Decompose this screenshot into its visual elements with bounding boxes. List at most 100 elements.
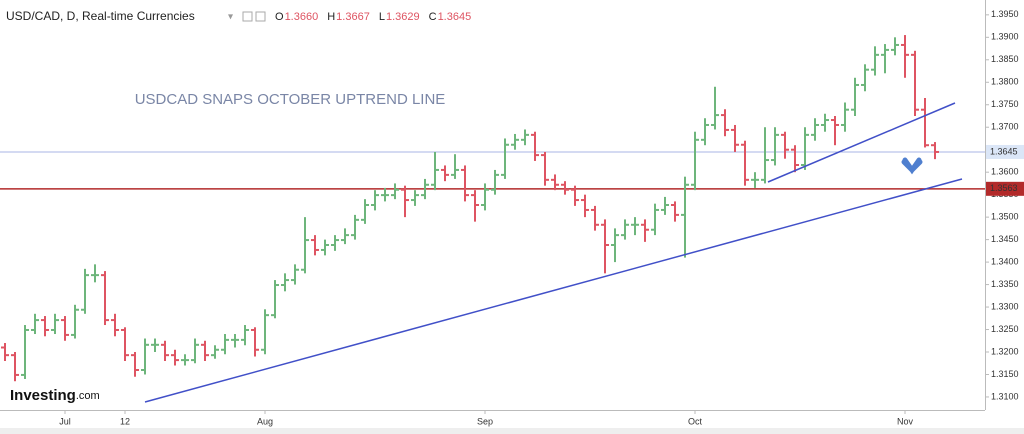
ohlc-bar [391, 183, 399, 200]
y-tick-label: 1.3850 [991, 54, 1019, 64]
ohlc-bar [731, 124, 739, 152]
ohlc-bar [321, 239, 329, 256]
price-label: 1.3645 [990, 146, 1018, 156]
ohlc-bar [251, 327, 259, 357]
ohlc-bar [701, 118, 709, 146]
ohlc-bar [681, 176, 689, 258]
ohlc-bar [891, 37, 899, 56]
y-tick-label: 1.3600 [991, 167, 1019, 177]
ohlc-bar [381, 187, 389, 202]
ohlc-bar [31, 313, 39, 335]
y-tick-label: 1.3400 [991, 256, 1019, 266]
ohlc-bar [741, 140, 749, 186]
ohlc-bar [171, 349, 179, 366]
ohlc-bar [91, 264, 99, 283]
ohlc-bar [341, 228, 349, 245]
trendline [767, 102, 956, 183]
y-tick-label: 1.3100 [991, 391, 1019, 401]
icon[interactable] [255, 11, 266, 22]
ohlc-bar [41, 316, 49, 337]
y-tick-label: 1.3800 [991, 77, 1019, 87]
ohlc-bar [431, 151, 439, 191]
trendline [144, 178, 963, 403]
annotation: USDCAD SNAPS OCTOBER UPTREND LINE [135, 91, 446, 108]
y-tick-label: 1.3950 [991, 9, 1019, 19]
y-tick-label: 1.3700 [991, 122, 1019, 132]
y-tick-label: 1.3350 [991, 279, 1019, 289]
ohlc-bar [931, 142, 939, 160]
ohlc-bar [711, 86, 719, 130]
ohlc-bar [811, 118, 819, 141]
ohlc-bar [911, 50, 919, 116]
ohlc-bar [831, 115, 839, 146]
legend-key: C [429, 11, 437, 23]
ohlc-bar [311, 235, 319, 256]
price-label-box [986, 144, 1024, 159]
ohlc-bar [671, 201, 679, 222]
ohlc-bar [181, 354, 189, 366]
price-label: 1.3563 [990, 183, 1018, 193]
legend-key: L [379, 11, 385, 23]
x-tick-label: Sep [477, 416, 493, 426]
ohlc-bar [551, 174, 559, 191]
y-tick-label: 1.3250 [991, 324, 1019, 334]
ohlc-bar [801, 127, 809, 170]
ohlc-bar [531, 131, 539, 161]
ohlc-bar [921, 98, 929, 148]
ohlc-bar [471, 190, 479, 222]
legend-value: 1.3667 [336, 11, 370, 23]
ohlc-bar [771, 127, 779, 166]
ohlc-bar [301, 217, 309, 274]
x-tick-label: Nov [897, 416, 914, 426]
ohlc-bar [191, 338, 199, 364]
down-arrow [901, 157, 923, 175]
logo-name: Investing [10, 387, 76, 404]
ohlc-bar [371, 190, 379, 211]
ohlc-bar [261, 309, 269, 355]
ohlc-bar [491, 169, 499, 195]
ohlc-bar [21, 325, 29, 379]
ohlc-bar [1, 343, 9, 361]
price-label-box [986, 181, 1024, 196]
ohlc-bar [691, 131, 699, 191]
ohlc-bar [571, 185, 579, 206]
ohlc-bar [821, 113, 829, 132]
y-tick-label: 1.3750 [991, 99, 1019, 109]
ohlc-bar [521, 129, 529, 146]
y-tick-label: 1.3150 [991, 369, 1019, 379]
ohlc-bar [511, 133, 519, 150]
ohlc-bar [271, 280, 279, 319]
legend-value: 1.3629 [386, 11, 420, 23]
ohlc-bar [441, 165, 449, 182]
ohlc-bar [211, 345, 219, 359]
y-tick-label: 1.3200 [991, 346, 1019, 356]
ohlc-bar [501, 138, 509, 179]
icon[interactable] [242, 11, 253, 22]
ohlc-bar [761, 127, 769, 184]
ohlc-bar [561, 181, 569, 195]
ohlc-bar [481, 183, 489, 211]
ohlc-bar [631, 217, 639, 236]
ohlc-bar [581, 194, 589, 218]
ohlc-bar [791, 145, 799, 173]
x-tick-label: 12 [120, 416, 130, 426]
ohlc-bar [851, 77, 859, 116]
legend-value: 1.3660 [285, 11, 319, 23]
ohlc-bar [661, 196, 669, 215]
x-tick-label: Aug [257, 416, 273, 426]
ohlc-bar [161, 340, 169, 361]
ohlc-bar [411, 190, 419, 206]
ohlc-bar [721, 109, 729, 137]
y-tick-label: 1.3500 [991, 212, 1019, 222]
y-tick-label: 1.3300 [991, 301, 1019, 311]
ohlc-bar [11, 352, 19, 382]
ohlc-bar [621, 219, 629, 240]
ohlc-bar [451, 154, 459, 179]
ohlc-bar [221, 334, 229, 355]
ohlc-bar [651, 203, 659, 236]
x-tick-label: Oct [688, 416, 703, 426]
ohlc-bar [51, 313, 59, 335]
dropdown[interactable]: ▾ [228, 12, 233, 23]
ohlc-bar [871, 46, 879, 76]
